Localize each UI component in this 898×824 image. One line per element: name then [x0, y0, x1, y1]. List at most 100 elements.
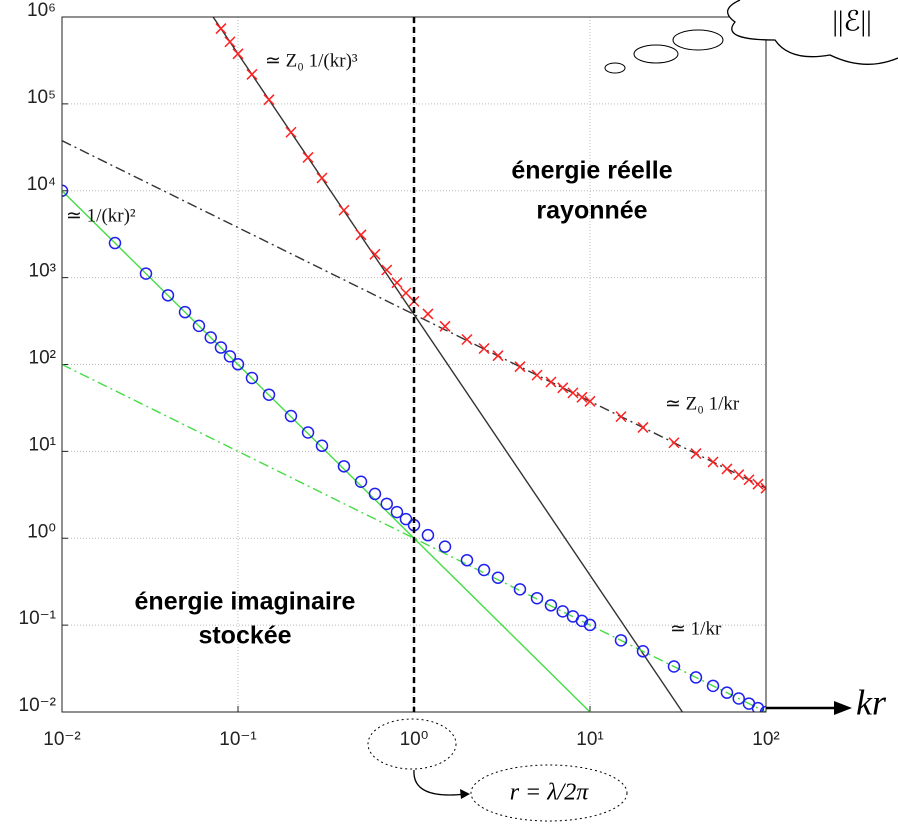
marker: [214, 341, 228, 354]
marker: [667, 660, 681, 673]
y-tick-label: 10⁵: [27, 87, 56, 108]
marker: [390, 505, 404, 519]
marker: [178, 305, 192, 319]
cloud-bubble: [604, 62, 626, 74]
line-series: [62, 140, 766, 489]
marker: [720, 686, 734, 699]
marker: [438, 540, 452, 553]
marker: [752, 478, 764, 490]
marker: [246, 68, 258, 80]
marker: [614, 634, 628, 647]
marker: [231, 358, 245, 371]
marker: [689, 671, 703, 684]
marker: [368, 487, 382, 501]
marker: [302, 151, 314, 163]
marker: [337, 460, 351, 473]
annotation: ≃ Z₀ 1/(kr)³: [265, 50, 358, 71]
arrow-head: [834, 701, 852, 715]
highlight: [470, 764, 628, 822]
annotation: énergie réelle: [511, 157, 672, 185]
annotation: ≃ 1/kr: [670, 618, 722, 639]
marker: [461, 333, 473, 346]
x-tick-label: 10¹: [576, 729, 603, 750]
marker: [399, 512, 413, 526]
marker: [556, 605, 569, 618]
marker: [369, 248, 381, 260]
marker: [584, 395, 596, 407]
marker: [380, 497, 393, 511]
annotation: ||ℰ||: [832, 6, 871, 37]
x-tick-label: 10⁰: [400, 729, 429, 750]
annotation: stockée: [198, 622, 291, 650]
cloud-bubble: [633, 44, 679, 64]
marker: [284, 409, 298, 423]
x-tick-label: 10⁻¹: [219, 729, 257, 750]
cloud: [727, 0, 898, 65]
arrow-head: [460, 789, 470, 799]
marker: [338, 204, 350, 216]
marker: [354, 475, 368, 489]
annotation: r = λ/2π: [510, 780, 590, 806]
marker: [263, 94, 275, 106]
marker: [315, 439, 329, 453]
annotation: énergie imaginaire: [135, 588, 356, 616]
x-axis-label: kr: [856, 682, 887, 722]
marker: [567, 387, 579, 399]
marker: [381, 264, 393, 276]
marker: [707, 456, 719, 468]
marker: [732, 692, 745, 705]
marker: [544, 599, 558, 612]
marker: [531, 369, 543, 381]
y-tick-label: 10⁻²: [19, 695, 57, 716]
marker: [204, 331, 217, 344]
y-tick-label: 10²: [29, 348, 56, 369]
marker: [530, 591, 544, 605]
marker: [477, 563, 491, 577]
marker: [301, 426, 315, 439]
marker: [733, 469, 745, 481]
marker: [316, 172, 328, 184]
marker: [285, 126, 297, 138]
line-series: [62, 363, 766, 712]
marker: [62, 184, 69, 197]
cloud-bubble: [672, 29, 724, 51]
marker: [161, 289, 175, 302]
marker: [262, 388, 276, 401]
y-tick-label: 10³: [29, 261, 56, 282]
marker: [576, 391, 588, 403]
marker: [760, 482, 766, 494]
marker: [223, 350, 237, 363]
marker: [439, 320, 451, 332]
marker: [391, 277, 403, 289]
marker: [460, 553, 474, 567]
series-layer: [62, 17, 766, 712]
marker: [491, 571, 505, 585]
annotation: ≃ 1/(kr)²: [66, 205, 136, 226]
marker: [545, 376, 557, 388]
marker: [637, 421, 649, 433]
x-tick-label: 10²: [752, 729, 779, 750]
y-tick-label: 10⁻¹: [19, 608, 57, 629]
annotation: rayonnée: [536, 197, 647, 225]
marker: [139, 267, 153, 280]
marker: [690, 448, 702, 460]
y-tick-label: 10⁶: [27, 0, 56, 21]
y-tick-label: 10⁴: [27, 174, 56, 195]
y-tick-label: 10¹: [29, 434, 56, 455]
marker: [583, 618, 597, 632]
marker: [355, 229, 367, 241]
marker: [232, 48, 244, 60]
marker: [721, 463, 733, 475]
marker: [706, 679, 720, 693]
marker: [478, 342, 490, 355]
arrow: [413, 769, 467, 796]
marker: [421, 528, 435, 542]
marker: [636, 645, 650, 658]
marker: [192, 319, 206, 333]
marker: [245, 371, 259, 385]
annotation: ≃ Z₀ 1/kr: [665, 393, 740, 414]
marker: [224, 36, 236, 48]
y-tick-label: 10⁰: [27, 521, 56, 542]
marker: [215, 23, 227, 35]
